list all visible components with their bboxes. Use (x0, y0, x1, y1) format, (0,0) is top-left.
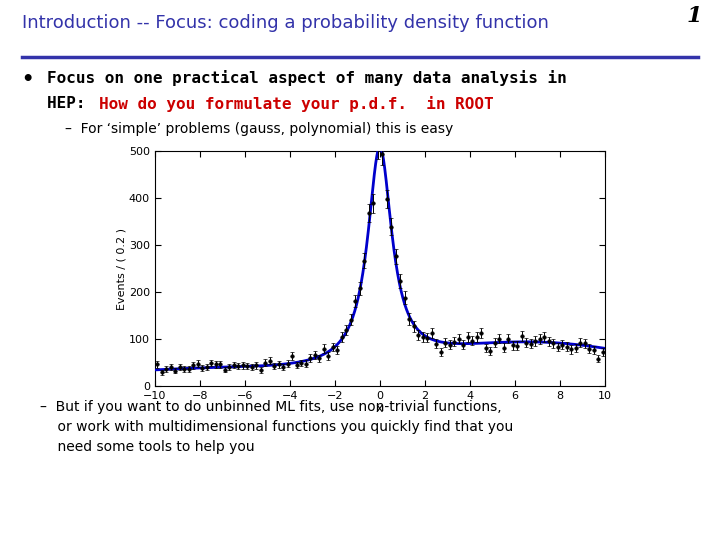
Text: Focus on one practical aspect of many data analysis in: Focus on one practical aspect of many da… (47, 71, 567, 86)
Text: •: • (22, 71, 34, 90)
Y-axis label: Events / ( 0.2 ): Events / ( 0.2 ) (116, 228, 126, 309)
X-axis label: x: x (376, 402, 384, 415)
Text: –  For ‘simple’ problems (gauss, polynomial) this is easy: – For ‘simple’ problems (gauss, polynomi… (65, 123, 453, 137)
Text: Introduction -- Focus: coding a probability density function: Introduction -- Focus: coding a probabil… (22, 14, 549, 32)
Text: –  But if you want to do unbinned ML fits, use non-trivial functions,
    or wor: – But if you want to do unbinned ML fits… (40, 400, 513, 454)
Text: HEP:: HEP: (47, 96, 95, 111)
Text: 1: 1 (686, 5, 702, 27)
Text: How do you formulate your p.d.f.  in ROOT: How do you formulate your p.d.f. in ROOT (99, 96, 494, 112)
